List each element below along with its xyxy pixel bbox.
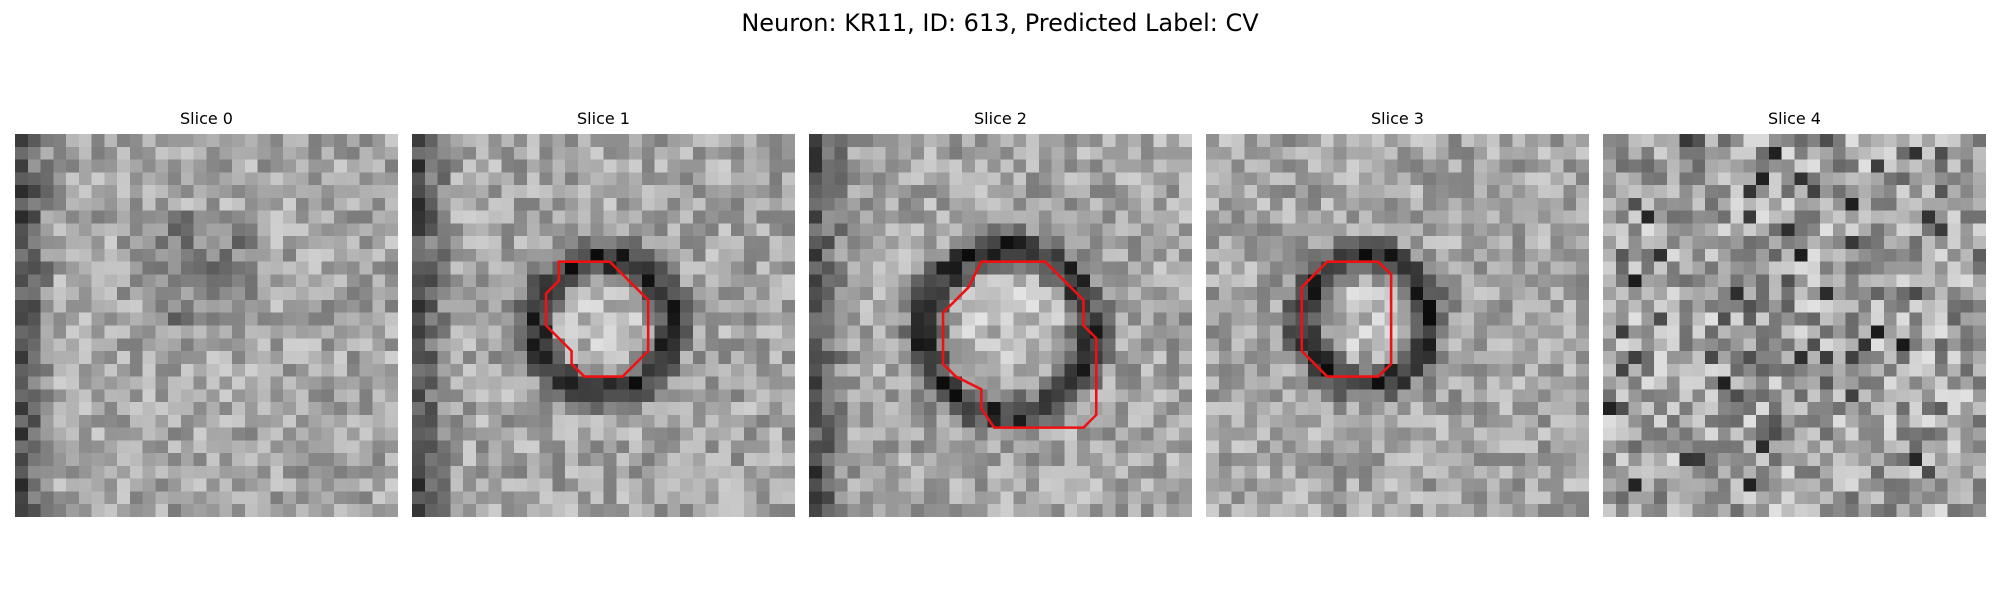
- slice-title: Slice 1: [577, 109, 630, 128]
- slice-image: [15, 134, 398, 517]
- pixel-grid: [15, 134, 398, 517]
- roi-outline: [941, 260, 1098, 429]
- slice-panel-2: Slice 2: [809, 106, 1192, 517]
- roi-outline: [544, 260, 650, 378]
- slice-panel-0: Slice 0: [15, 106, 398, 517]
- slice-image: [412, 134, 795, 517]
- slice-panel-3: Slice 3: [1206, 106, 1589, 517]
- slice-title: Slice 2: [974, 109, 1027, 128]
- pixel-grid: [412, 134, 795, 517]
- slice-panel-4: Slice 4: [1603, 106, 1986, 517]
- slice-image: [809, 134, 1192, 517]
- pixel-grid: [1206, 134, 1589, 517]
- slice-image: [1206, 134, 1589, 517]
- slice-panel-1: Slice 1: [412, 106, 795, 517]
- slice-image: [1603, 134, 1986, 517]
- figure-title: Neuron: KR11, ID: 613, Predicted Label: …: [741, 9, 1259, 37]
- slice-title: Slice 0: [180, 109, 233, 128]
- slice-title: Slice 3: [1371, 109, 1424, 128]
- slice-title: Slice 4: [1768, 109, 1821, 128]
- pixel-grid: [1603, 134, 1986, 517]
- pixel-grid: [809, 134, 1192, 517]
- roi-outline: [1300, 260, 1393, 378]
